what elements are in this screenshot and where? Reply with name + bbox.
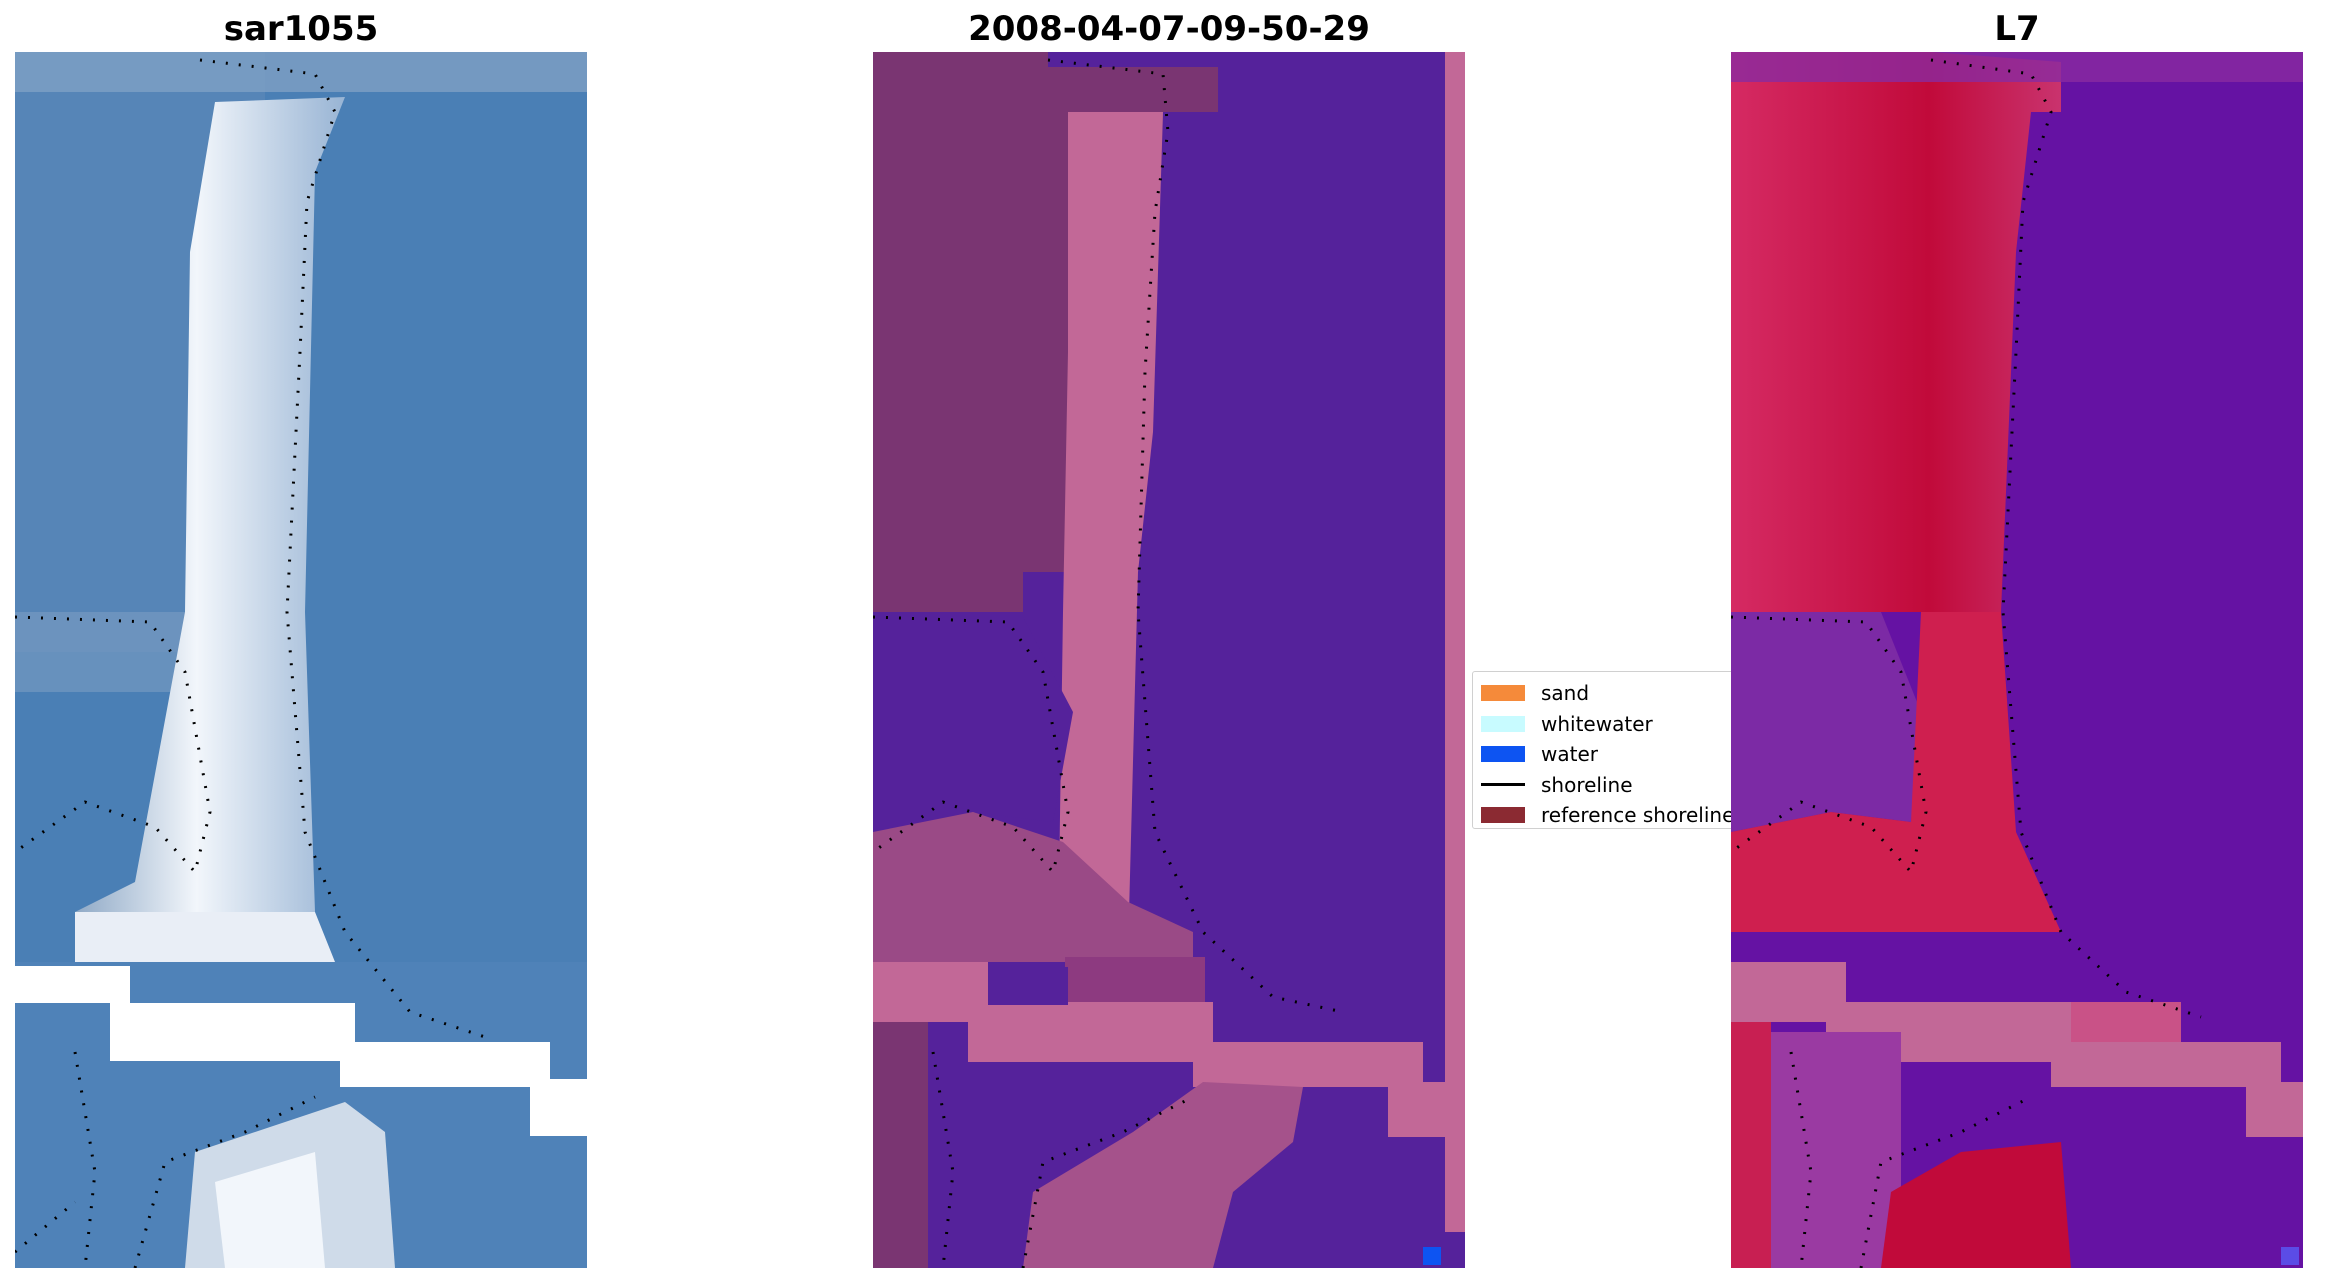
legend-swatch-whitewater (1481, 715, 1525, 732)
legend-label-reference-shoreline: reference shoreline (1541, 803, 1735, 828)
panel-title-rgb: sar1055 (223, 9, 379, 49)
legend-label-sand: sand (1541, 681, 1590, 706)
legend-item-reference-shoreline: reference shoreline (1481, 800, 1801, 828)
legend-swatch-shoreline (1481, 783, 1525, 787)
legend-label-whitewater: whitewater (1541, 711, 1653, 736)
classified-image-panel (873, 52, 1465, 1268)
panel-title-index: L7 (1994, 9, 2040, 49)
legend-item-water: water (1481, 739, 1801, 770)
legend-swatch-sand (1481, 685, 1525, 702)
rgb-image-panel (15, 52, 587, 1268)
legend-item-whitewater: whitewater (1481, 709, 1801, 740)
legend-label-water: water (1541, 742, 1598, 767)
panel-title-classified: 2008-04-07-09-50-29 (968, 9, 1370, 49)
legend-swatch-water (1481, 746, 1525, 763)
legend-label-shoreline: shoreline (1541, 772, 1633, 797)
rgb-satellite-image (15, 52, 587, 1268)
legend-swatch-reference-shoreline (1481, 807, 1525, 824)
legend-item-shoreline: shoreline (1481, 770, 1801, 801)
legend-item-sand: sand (1481, 678, 1801, 709)
index-image (1731, 52, 2303, 1268)
classified-image (873, 52, 1465, 1268)
index-image-panel (1731, 52, 2303, 1268)
